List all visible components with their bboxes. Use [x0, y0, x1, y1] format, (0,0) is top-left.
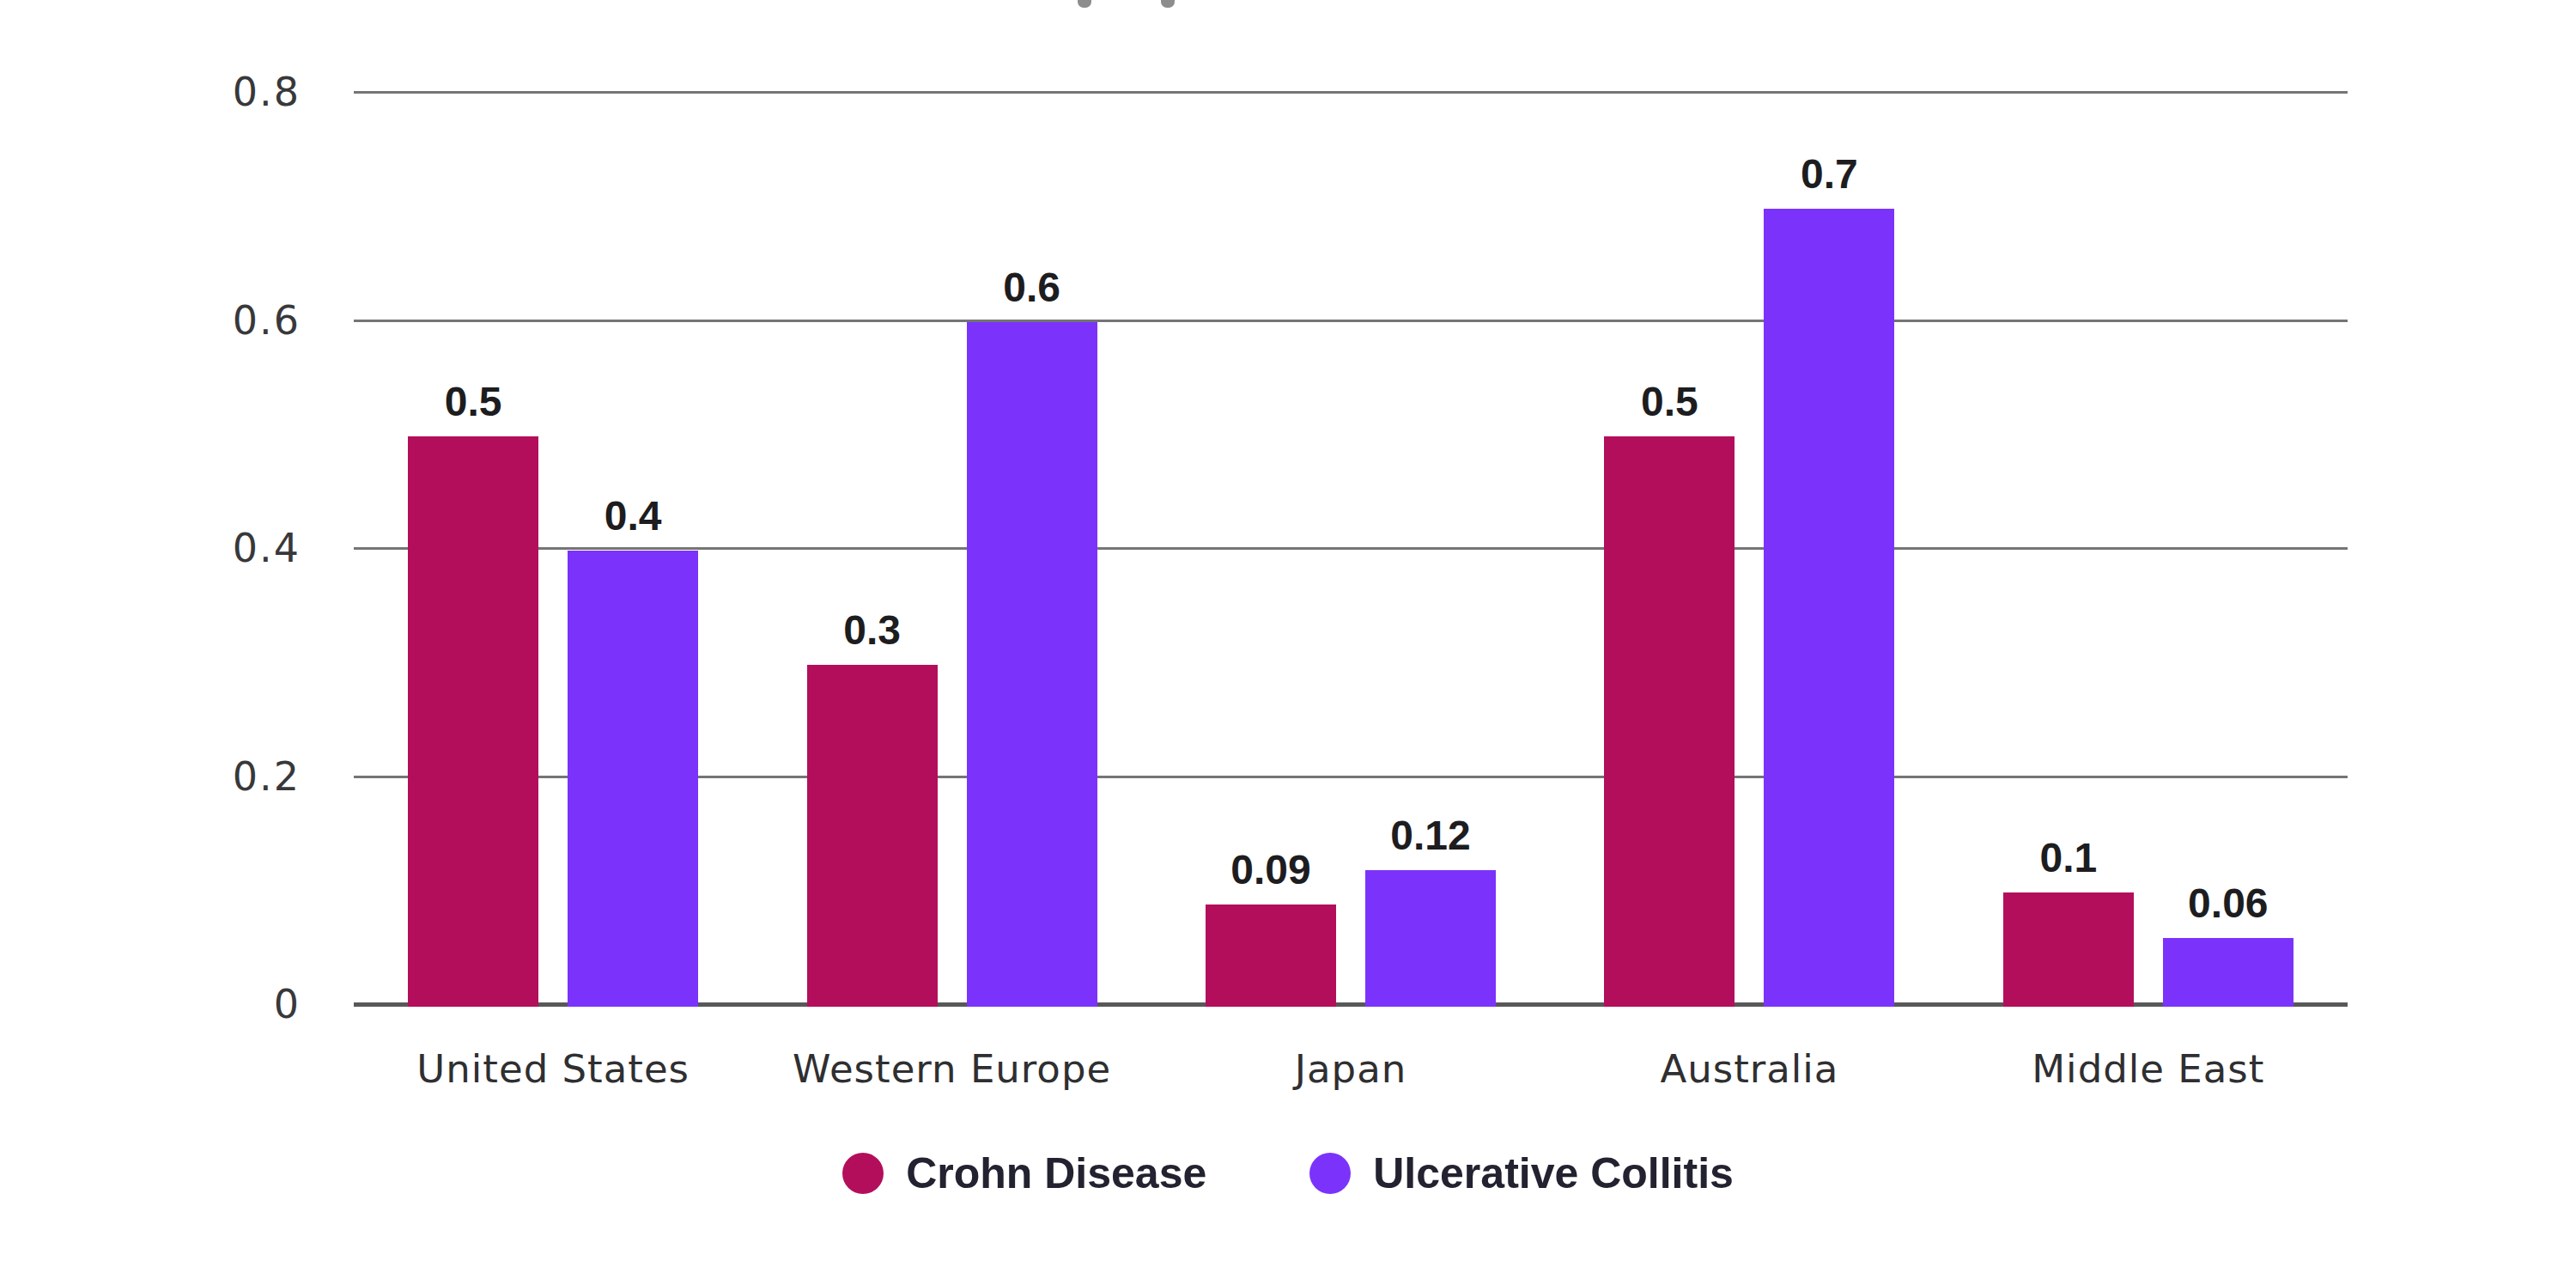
bar-value-label: 0.12: [1390, 815, 1470, 856]
bar-wrapper: 0.1: [2003, 838, 2134, 1007]
bar-wrapper: 0.5: [1604, 381, 1735, 1007]
category-label: Australia: [1550, 1031, 1948, 1108]
bar-group: 0.5 0.7: [1550, 92, 1948, 1004]
legend: Crohn Disease Ulcerative Collitis: [0, 1148, 2576, 1199]
bar-ulcerative-collitis[interactable]: [1365, 870, 1496, 1007]
bar-wrapper: 0.12: [1365, 815, 1496, 1007]
bar-wrapper: 0.06: [2163, 883, 2293, 1007]
bar-crohn-disease[interactable]: [1206, 904, 1336, 1007]
legend-item-ulcerative-collitis[interactable]: Ulcerative Collitis: [1309, 1148, 1734, 1198]
bar-wrapper: 0.5: [408, 381, 538, 1007]
clipped-title-fragment: [1161, 0, 1175, 8]
x-axis-labels: United StatesWestern EuropeJapanAustrali…: [354, 1031, 2348, 1108]
y-tick-label: 0.8: [0, 68, 301, 116]
bar-value-label: 0.06: [2188, 883, 2268, 924]
y-tick-label: 0.6: [0, 296, 301, 344]
legend-color-dot: [842, 1153, 884, 1194]
bar-crohn-disease[interactable]: [408, 436, 538, 1007]
y-tick-label: 0.2: [0, 752, 301, 801]
category-label: Middle East: [1949, 1031, 2348, 1108]
bar-value-label: 0.1: [2039, 838, 2097, 879]
legend-item-crohn-disease[interactable]: Crohn Disease: [842, 1148, 1206, 1198]
bar-value-label: 0.3: [843, 610, 901, 651]
category-label: Western Europe: [752, 1031, 1151, 1108]
bar-value-label: 0.4: [605, 496, 662, 537]
bar-group: 0.09 0.12: [1151, 92, 1550, 1004]
bar-wrapper: 0.3: [807, 610, 938, 1007]
bar-ulcerative-collitis[interactable]: [1764, 209, 1894, 1007]
legend-label: Crohn Disease: [906, 1148, 1206, 1198]
bar-ulcerative-collitis[interactable]: [2163, 938, 2293, 1007]
bar-wrapper: 0.09: [1206, 850, 1336, 1007]
clipped-title-fragment: [1078, 0, 1091, 8]
bar-wrapper: 0.4: [568, 496, 698, 1007]
bar-value-label: 0.5: [445, 381, 502, 423]
bar-wrapper: 0.6: [967, 267, 1097, 1007]
bar-value-label: 0.7: [1801, 154, 1858, 195]
bar-wrapper: 0.7: [1764, 154, 1894, 1007]
category-label: United States: [354, 1031, 752, 1108]
bar-value-label: 0.5: [1641, 381, 1698, 423]
y-tick-label: 0.4: [0, 524, 301, 572]
bar-crohn-disease[interactable]: [1604, 436, 1735, 1007]
bar-value-label: 0.6: [1003, 267, 1060, 308]
legend-label: Ulcerative Collitis: [1373, 1148, 1734, 1198]
bar-crohn-disease[interactable]: [807, 665, 938, 1007]
bars-layer: 0.5 0.4 0.3 0.6 0.09 0.12 0.5 0.7 0.1 0.06: [354, 92, 2348, 1004]
category-label: Japan: [1151, 1031, 1550, 1108]
bar-ulcerative-collitis[interactable]: [568, 551, 698, 1007]
y-tick-label: 0: [0, 980, 301, 1028]
bar-chart: 0 0.2 0.4 0.6 0.8 0.5 0.4 0.3 0.6 0.09 0.12 0.5 0.7…: [0, 0, 2576, 1273]
bar-crohn-disease[interactable]: [2003, 892, 2134, 1007]
legend-color-dot: [1309, 1153, 1351, 1194]
bar-value-label: 0.09: [1230, 850, 1310, 891]
bar-group: 0.1 0.06: [1949, 92, 2348, 1004]
bar-group: 0.3 0.6: [752, 92, 1151, 1004]
bar-group: 0.5 0.4: [354, 92, 752, 1004]
bar-ulcerative-collitis[interactable]: [967, 322, 1097, 1007]
